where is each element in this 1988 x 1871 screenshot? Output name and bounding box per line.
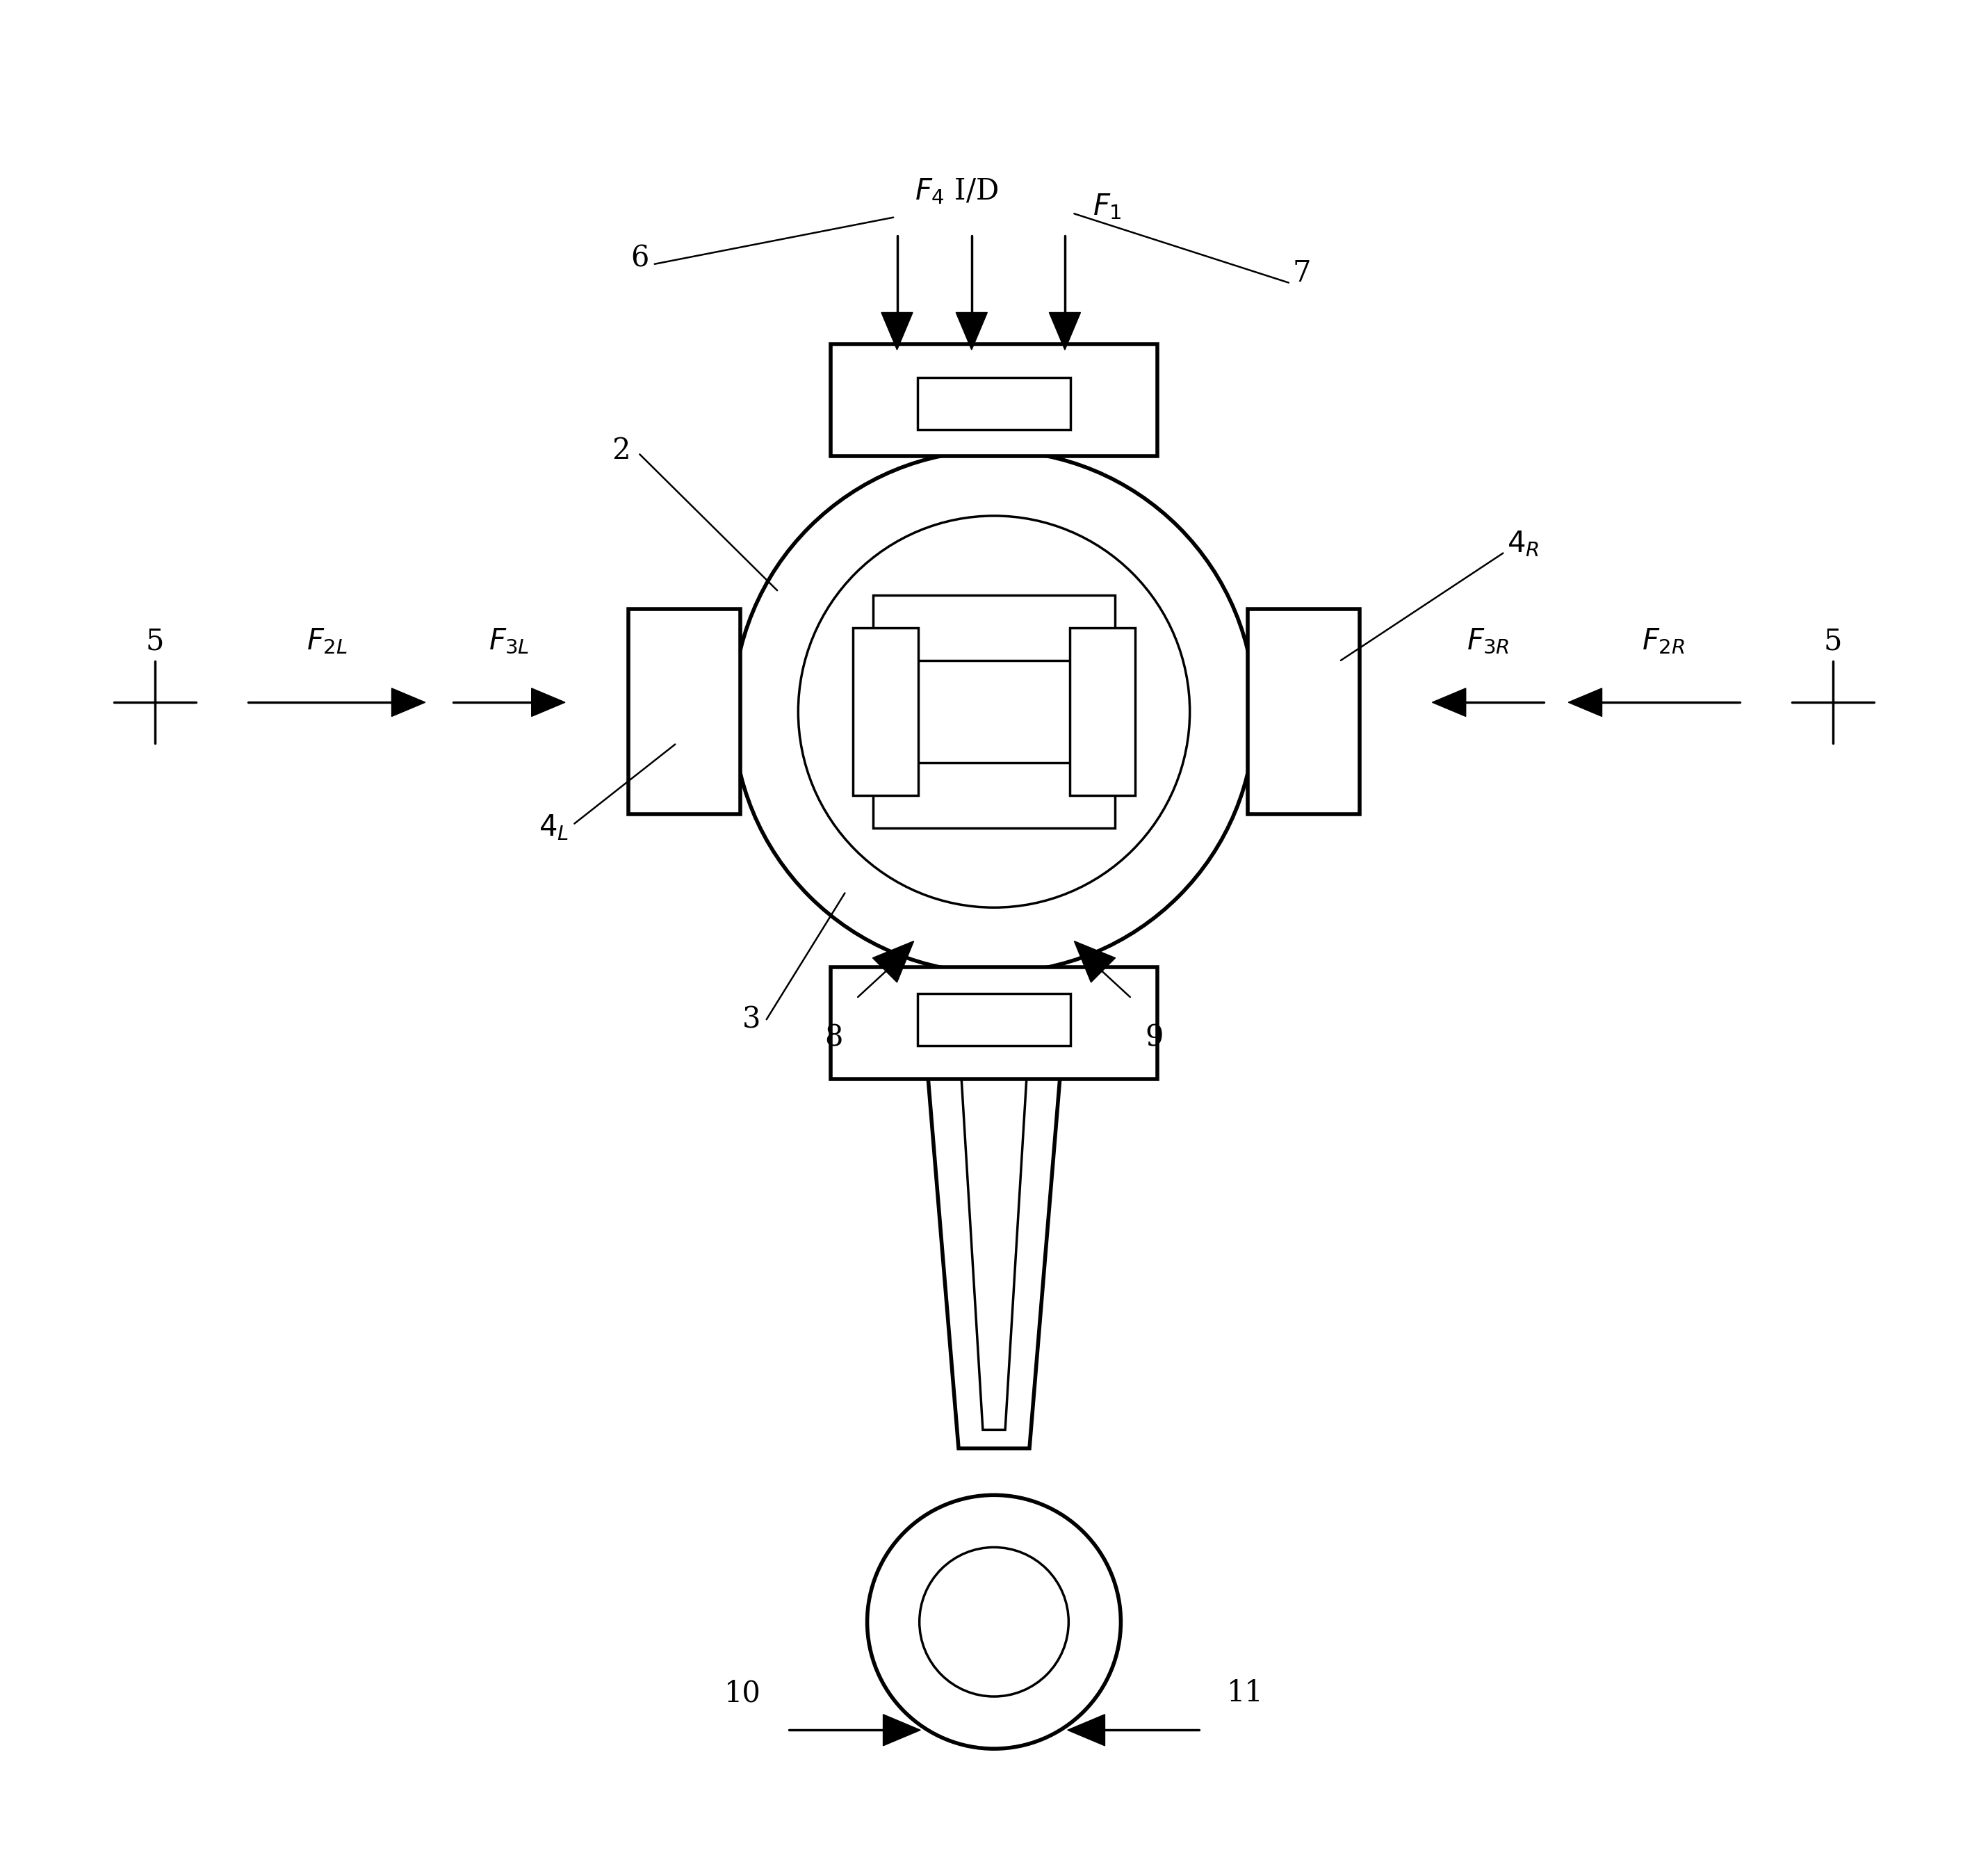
Polygon shape xyxy=(392,689,425,717)
Text: $F_{2L}$: $F_{2L}$ xyxy=(306,627,348,655)
Bar xyxy=(853,629,918,795)
Text: $4_L$: $4_L$ xyxy=(539,812,569,842)
Polygon shape xyxy=(956,1001,1032,1429)
Polygon shape xyxy=(873,941,914,982)
Polygon shape xyxy=(1431,689,1465,717)
Polygon shape xyxy=(881,312,912,350)
Text: $F_{3R}$: $F_{3R}$ xyxy=(1467,627,1509,655)
Bar xyxy=(873,595,1115,660)
Circle shape xyxy=(867,1495,1121,1749)
Polygon shape xyxy=(1074,941,1115,982)
Bar xyxy=(628,610,740,814)
Circle shape xyxy=(799,516,1189,907)
Text: 3: 3 xyxy=(742,1005,761,1035)
Polygon shape xyxy=(918,973,1070,1448)
Polygon shape xyxy=(1068,1714,1105,1746)
Text: 2: 2 xyxy=(612,436,630,466)
Text: 5: 5 xyxy=(145,627,165,655)
Circle shape xyxy=(918,1547,1070,1697)
Bar xyxy=(1070,629,1135,795)
Text: 5: 5 xyxy=(1823,627,1843,655)
Bar xyxy=(831,344,1157,457)
Text: 6: 6 xyxy=(630,243,648,273)
Text: 8: 8 xyxy=(825,1023,843,1052)
Circle shape xyxy=(734,451,1254,973)
Text: $F_{3L}$: $F_{3L}$ xyxy=(489,627,529,655)
Text: 10: 10 xyxy=(724,1678,761,1708)
Bar xyxy=(918,378,1070,430)
Bar xyxy=(918,994,1070,1046)
Text: $F_4$ I/D: $F_4$ I/D xyxy=(914,178,998,206)
Text: 7: 7 xyxy=(1292,258,1310,288)
Polygon shape xyxy=(956,312,988,350)
Text: 11: 11 xyxy=(1227,1678,1264,1708)
Polygon shape xyxy=(883,1714,920,1746)
Text: $4_R$: $4_R$ xyxy=(1507,529,1539,558)
Polygon shape xyxy=(1050,312,1081,350)
Polygon shape xyxy=(1569,689,1602,717)
Bar xyxy=(873,763,1115,829)
Text: $F_{2R}$: $F_{2R}$ xyxy=(1642,627,1686,655)
Bar xyxy=(831,967,1157,1080)
Polygon shape xyxy=(531,689,565,717)
Bar xyxy=(1248,610,1360,814)
Text: 9: 9 xyxy=(1145,1023,1163,1052)
Text: $F_1$: $F_1$ xyxy=(1093,193,1121,221)
